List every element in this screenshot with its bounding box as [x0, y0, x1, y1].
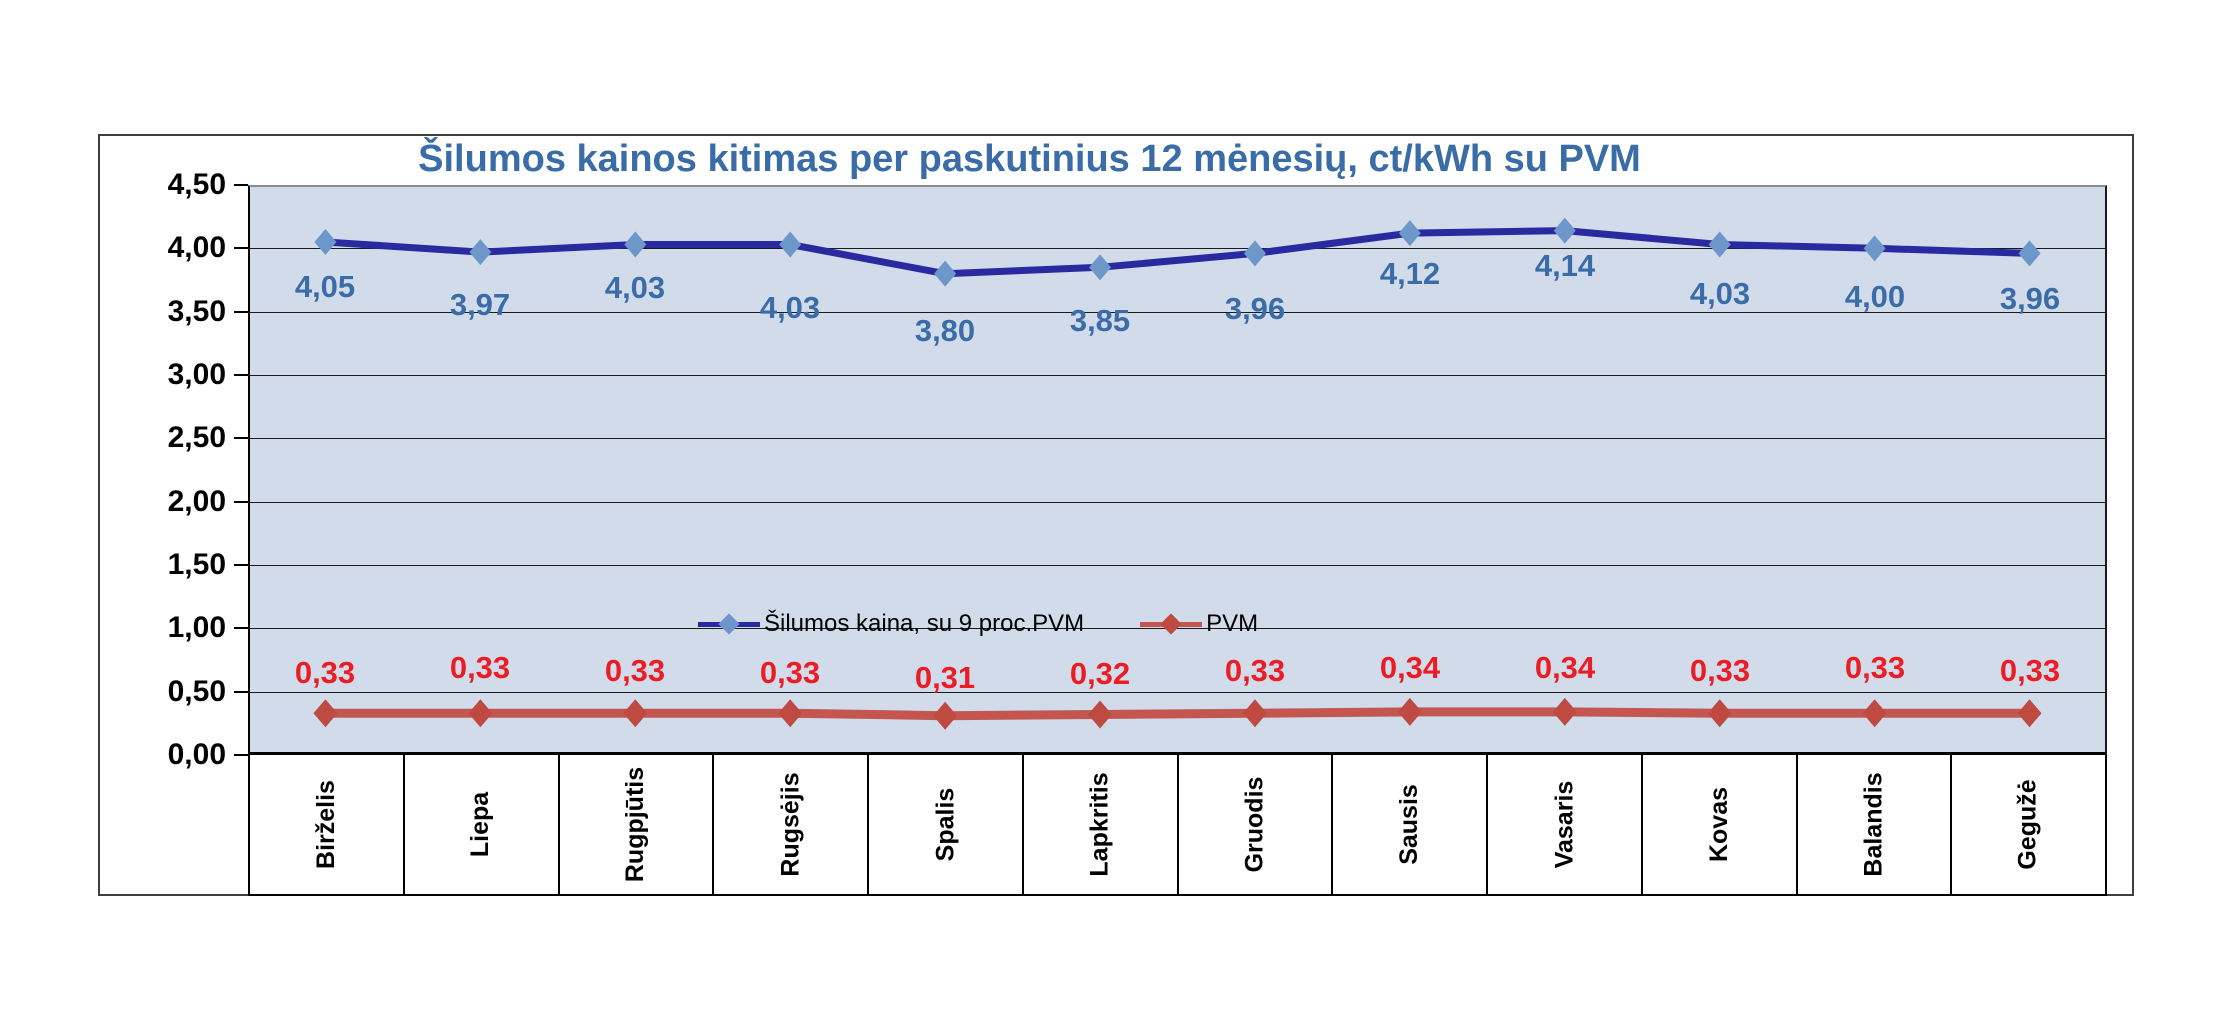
month-cell: Gruodis: [1176, 755, 1332, 894]
month-cell: Birželis: [248, 755, 403, 894]
data-point-label: 4,03: [604, 270, 666, 305]
y-axis-tick: [234, 691, 248, 693]
y-axis-tick-label: 0,50: [167, 675, 226, 708]
y-axis-tick: [234, 184, 248, 186]
y-gridline: [248, 438, 2107, 439]
month-label: Kovas: [1704, 786, 1733, 863]
month-cell: Kovas: [1640, 755, 1796, 894]
y-axis-tick: [234, 564, 248, 566]
x-axis-category-row: Birželis Liepa Rugpjūtis Rugsėjis Spalis Lapk…: [248, 755, 2107, 896]
y-gridline: [248, 565, 2107, 566]
y-axis-tick-label: 2,00: [167, 485, 226, 518]
y-axis-tick-label: 0,00: [167, 738, 226, 771]
chart-title-text: Šilumos kainos kitimas per paskutinius 1…: [418, 138, 1641, 180]
y-gridline: [248, 502, 2107, 503]
y-axis-tick: [234, 311, 248, 313]
legend-line-marker-series1: [698, 613, 760, 635]
plot-area: [248, 185, 2107, 755]
month-cell: Balandis: [1795, 755, 1951, 894]
data-point-label: 0,33: [1689, 653, 1751, 688]
y-axis-tick-label: 2,50: [167, 421, 226, 454]
data-point-label: 3,85: [1069, 303, 1131, 338]
data-point-label: 0,31: [914, 660, 976, 695]
y-axis-tick: [234, 247, 248, 249]
data-point-label: 4,05: [294, 269, 356, 304]
month-label: Gegužė: [2014, 779, 2043, 870]
legend-label-series2: PVM: [1206, 610, 1259, 637]
month-label: Rugpjūtis: [621, 766, 650, 883]
legend-label-series1: Šilumos kaina, su 9 proc.PVM: [764, 610, 1085, 637]
y-gridline: [248, 628, 2107, 629]
chart-frame: Šilumos kainos kitimas per paskutinius 1…: [98, 134, 2134, 896]
y-axis-tick-label: 4,00: [167, 231, 226, 264]
data-point-label: 0,33: [1999, 653, 2061, 688]
data-point-label: 0,33: [604, 653, 666, 688]
y-axis-tick-label: 3,00: [167, 358, 226, 391]
month-label: Rugsėjis: [776, 772, 805, 877]
data-point-label: 3,80: [914, 313, 976, 348]
data-point-label: 3,96: [1999, 281, 2061, 316]
legend-line-marker-series2: [1140, 613, 1203, 635]
month-label: Liepa: [466, 791, 495, 858]
month-label: Sausis: [1395, 784, 1424, 865]
data-point-label: 0,33: [759, 655, 821, 690]
chart-title: Šilumos kainos kitimas per paskutinius 1…: [248, 138, 2107, 181]
data-point-label: 3,96: [1224, 291, 1286, 326]
month-label: Balandis: [1859, 772, 1888, 877]
month-label: Vasaris: [1549, 780, 1578, 869]
month-cell: Lapkritis: [1021, 755, 1177, 894]
data-point-label: 0,32: [1069, 656, 1131, 691]
y-gridline: [248, 248, 2107, 249]
y-gridline: [248, 312, 2107, 313]
y-gridline: [248, 375, 2107, 376]
y-axis-tick: [234, 627, 248, 629]
data-point-label: 3,97: [449, 287, 511, 322]
y-axis-tick: [234, 374, 248, 376]
data-point-label: 4,12: [1379, 256, 1441, 291]
month-cell: Rugpjūtis: [557, 755, 713, 894]
y-axis-tick-label: 4,50: [167, 168, 226, 201]
y-gridline: [248, 692, 2107, 693]
month-label: Lapkritis: [1085, 772, 1114, 877]
month-cell: Gegužė: [1950, 755, 2107, 894]
y-axis-tick: [234, 501, 248, 503]
data-point-label: 0,34: [1379, 650, 1441, 685]
month-label: Gruodis: [1240, 776, 1269, 873]
data-point-label: 4,14: [1534, 248, 1596, 283]
diamond-marker-icon: [718, 613, 740, 635]
chart-legend: Šilumos kaina, su 9 proc.PVM PVM: [698, 606, 1258, 642]
y-axis-tick-label: 3,50: [167, 295, 226, 328]
month-cell: Liepa: [402, 755, 558, 894]
month-cell: Sausis: [1331, 755, 1486, 894]
data-point-label: 0,33: [294, 655, 356, 690]
data-point-label: 4,03: [1689, 276, 1751, 311]
month-label: Birželis: [311, 780, 340, 869]
data-point-label: 0,34: [1534, 650, 1596, 685]
month-cell: Spalis: [867, 755, 1022, 894]
data-point-label: 4,03: [759, 290, 821, 325]
y-axis-tick-label: 1,50: [167, 548, 226, 581]
month-cell: Rugsėjis: [712, 755, 867, 894]
diamond-marker-icon: [1160, 613, 1182, 635]
month-label: Spalis: [930, 787, 959, 862]
data-point-label: 0,33: [449, 650, 511, 685]
month-cell: Vasaris: [1486, 755, 1641, 894]
y-axis-tick: [234, 754, 248, 756]
data-point-label: 0,33: [1224, 653, 1286, 688]
data-point-label: 4,00: [1844, 279, 1906, 314]
y-axis-tick-label: 1,00: [167, 611, 226, 644]
data-point-label: 0,33: [1844, 650, 1906, 685]
y-axis-tick: [234, 437, 248, 439]
